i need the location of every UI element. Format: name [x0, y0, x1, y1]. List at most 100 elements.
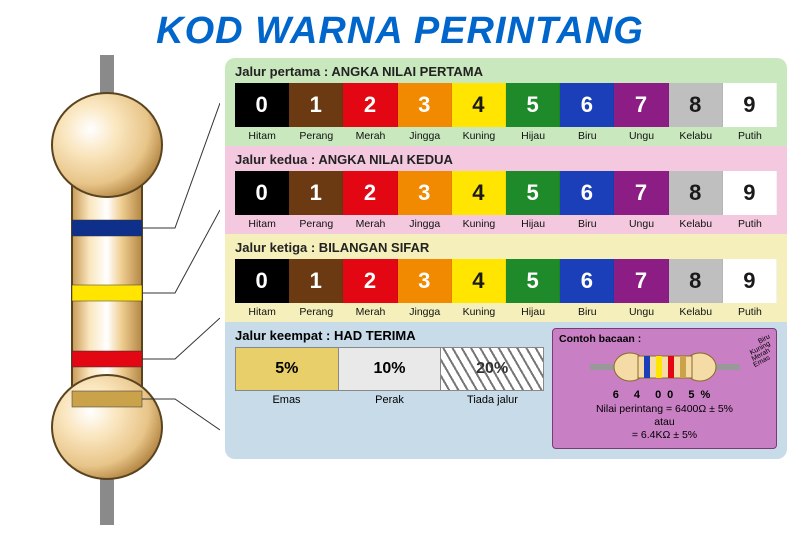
swatch-ungu: 7 — [614, 259, 668, 303]
swatch-label: Jingga — [398, 303, 452, 318]
swatch-label: Hijau — [506, 303, 560, 318]
swatch-label: Kuning — [452, 215, 506, 230]
swatch-hijau: 5 — [506, 259, 560, 303]
swatch-label: Kelabu — [669, 127, 723, 142]
section-title: Jalur kedua : ANGKA NILAI KEDUA — [235, 152, 777, 167]
example-line2: atau — [559, 416, 770, 429]
swatch-perang: 1 — [289, 259, 343, 303]
swatch-label: Kelabu — [669, 303, 723, 318]
label-row: HitamPerangMerahJinggaKuningHijauBiruUng… — [235, 215, 777, 230]
swatch-label: Perang — [289, 215, 343, 230]
swatch-label: Biru — [560, 303, 614, 318]
swatch-ungu: 7 — [614, 171, 668, 215]
swatch-label: Jingga — [398, 127, 452, 142]
tolerance-title: Jalur keempat : HAD TERIMA — [235, 328, 544, 343]
swatch-hitam: 0 — [235, 83, 289, 127]
swatch-hijau: 5 — [506, 83, 560, 127]
swatch-kuning: 4 — [452, 259, 506, 303]
leader-line-2 — [142, 210, 220, 293]
example-line3: = 6.4KΩ ± 5% — [559, 429, 770, 442]
label-row: HitamPerangMerahJinggaKuningHijauBiruUng… — [235, 127, 777, 142]
tolerance-labels: EmasPerakTiada jalur — [235, 391, 544, 406]
example-band-labels: BiruKuningMerahEmas — [748, 333, 770, 361]
swatch-biru: 6 — [560, 259, 614, 303]
swatch-perang: 1 — [289, 171, 343, 215]
swatch-perang: 1 — [289, 83, 343, 127]
swatch-hitam: 0 — [235, 259, 289, 303]
resistor-illustration — [0, 55, 220, 525]
color-row: 0123456789 — [235, 83, 777, 127]
example-title: Contoh bacaan : — [559, 333, 770, 345]
swatch-kelabu: 8 — [669, 259, 723, 303]
swatch-label: Biru — [560, 127, 614, 142]
swatch-label: Kuning — [452, 127, 506, 142]
swatch-label: Hitam — [235, 215, 289, 230]
swatch-label: Ungu — [614, 303, 668, 318]
swatch-putih: 9 — [723, 83, 777, 127]
resistor-band-2 — [72, 285, 142, 301]
swatch-label: Hijau — [506, 127, 560, 142]
swatch-label: Hijau — [506, 215, 560, 230]
resistor-bulb-bottom — [52, 375, 162, 479]
color-code-tables: Jalur pertama : ANGKA NILAI PERTAMA01234… — [225, 58, 787, 459]
swatch-biru: 6 — [560, 83, 614, 127]
example-line1: Nilai perintang = 6400Ω ± 5% — [559, 403, 770, 416]
swatch-putih: 9 — [723, 259, 777, 303]
swatch-kuning: 4 — [452, 83, 506, 127]
tolerance-label: Tiada jalur — [441, 391, 544, 406]
section-title: Jalur ketiga : BILANGAN SIFAR — [235, 240, 777, 255]
swatch-label: Putih — [723, 127, 777, 142]
swatch-label: Ungu — [614, 127, 668, 142]
band-section-3: Jalur ketiga : BILANGAN SIFAR0123456789H… — [225, 234, 787, 322]
tolerance-label: Emas — [235, 391, 338, 406]
tolerance-cell: 10% — [339, 348, 442, 390]
color-row: 0123456789 — [235, 259, 777, 303]
resistor-bulb-top — [52, 93, 162, 197]
swatch-kelabu: 8 — [669, 171, 723, 215]
resistor-band-1 — [72, 220, 142, 236]
bottom-area: Jalur keempat : HAD TERIMA5%10%20%EmasPe… — [225, 322, 787, 459]
swatch-label: Ungu — [614, 215, 668, 230]
swatch-jingga: 3 — [398, 83, 452, 127]
swatch-label: Jingga — [398, 215, 452, 230]
swatch-jingga: 3 — [398, 171, 452, 215]
swatch-merah: 2 — [343, 83, 397, 127]
swatch-label: Merah — [343, 215, 397, 230]
example-panel: Contoh bacaan : BiruKuningMerahEmas 6 4 … — [552, 328, 777, 449]
leader-line-3 — [142, 318, 220, 359]
swatch-hitam: 0 — [235, 171, 289, 215]
page-title: KOD WARNA PERINTANG — [0, 10, 800, 53]
resistor-svg — [0, 55, 220, 525]
swatch-label: Biru — [560, 215, 614, 230]
swatch-putih: 9 — [723, 171, 777, 215]
tolerance-cell: 5% — [236, 348, 339, 390]
swatch-jingga: 3 — [398, 259, 452, 303]
swatch-label: Perang — [289, 303, 343, 318]
swatch-label: Hitam — [235, 303, 289, 318]
swatch-label: Merah — [343, 127, 397, 142]
example-digits: 6 4 00 5% — [559, 389, 770, 401]
swatch-label: Hitam — [235, 127, 289, 142]
swatch-biru: 6 — [560, 171, 614, 215]
swatch-label: Kuning — [452, 303, 506, 318]
example-resistor-icon — [590, 347, 740, 387]
tolerance-label: Perak — [338, 391, 441, 406]
band-section-1: Jalur pertama : ANGKA NILAI PERTAMA 01234… — [225, 58, 787, 146]
swatch-kelabu: 8 — [669, 83, 723, 127]
swatch-label: Kelabu — [669, 215, 723, 230]
tolerance-row: 5%10%20% — [235, 347, 544, 391]
label-row: HitamPerangMerahJinggaKuningHijauBiruUng… — [235, 303, 777, 318]
color-row: 0123456789 — [235, 171, 777, 215]
tolerance-cell: 20% — [441, 348, 543, 390]
resistor-band-4 — [72, 391, 142, 407]
swatch-ungu: 7 — [614, 83, 668, 127]
swatch-merah: 2 — [343, 171, 397, 215]
swatch-label: Merah — [343, 303, 397, 318]
swatch-kuning: 4 — [452, 171, 506, 215]
swatch-merah: 2 — [343, 259, 397, 303]
resistor-band-3 — [72, 351, 142, 367]
section-title: Jalur pertama : ANGKA NILAI PERTAMA — [235, 64, 777, 79]
swatch-label: Putih — [723, 303, 777, 318]
tolerance-box: Jalur keempat : HAD TERIMA5%10%20%EmasPe… — [235, 328, 544, 449]
band-section-2: Jalur kedua : ANGKA NILAI KEDUA 012345678… — [225, 146, 787, 234]
